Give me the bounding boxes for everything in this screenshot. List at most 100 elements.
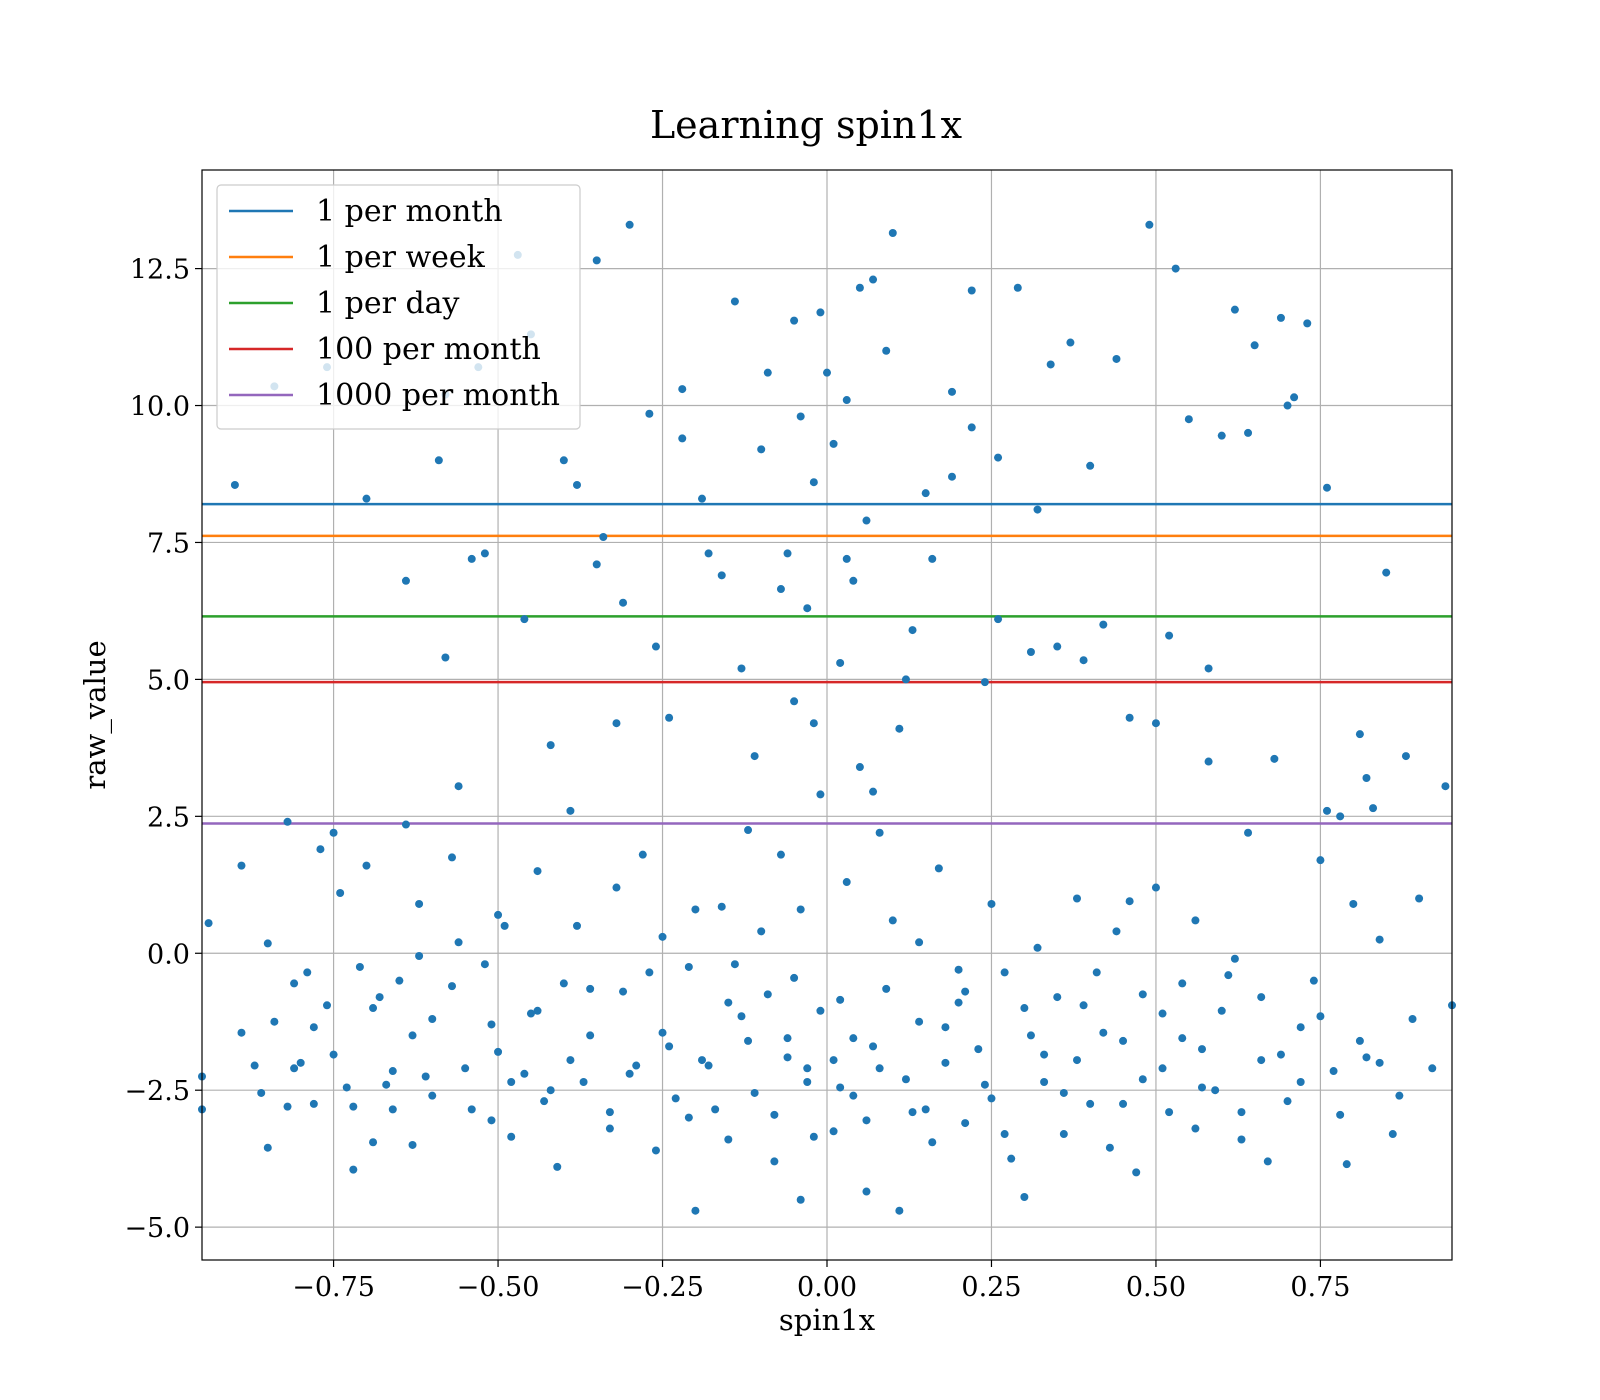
- scatter-point: [790, 973, 799, 982]
- scatter-point: [724, 1135, 733, 1144]
- scatter-point: [1178, 979, 1187, 988]
- scatter-point: [520, 1069, 529, 1078]
- scatter-point: [415, 952, 424, 961]
- scatter-point: [428, 1014, 437, 1023]
- scatter-point: [1283, 1097, 1292, 1106]
- scatter-point: [1408, 1014, 1417, 1023]
- scatter-point: [934, 864, 943, 873]
- scatter-point: [737, 1012, 746, 1021]
- scatter-point: [638, 850, 647, 859]
- scatter-point: [401, 820, 410, 829]
- x-tick-label: −0.50: [457, 1272, 540, 1303]
- scatter-point: [809, 478, 818, 487]
- scatter-point: [994, 453, 1003, 462]
- scatter-point: [586, 984, 595, 993]
- scatter-point: [434, 456, 443, 465]
- scatter-point: [1375, 935, 1384, 944]
- legend-entry-label: 100 per month: [316, 332, 541, 367]
- scatter-point: [1441, 782, 1450, 791]
- scatter-point: [915, 938, 924, 947]
- scatter-point: [605, 1124, 614, 1133]
- scatter-point: [619, 598, 628, 607]
- scatter-point: [1119, 1099, 1128, 1108]
- chart-title: Learning spin1x: [650, 103, 962, 147]
- scatter-point: [901, 675, 910, 684]
- scatter-point: [480, 549, 489, 558]
- y-tick-label: −5.0: [124, 1213, 190, 1244]
- scatter-point: [691, 1206, 700, 1215]
- scatter-point: [954, 998, 963, 1007]
- scatter-point: [678, 434, 687, 443]
- scatter-point: [645, 409, 654, 418]
- scatter-point: [730, 960, 739, 969]
- scatter-point: [1349, 899, 1358, 908]
- scatter-point: [974, 1045, 983, 1054]
- scatter-point: [290, 1064, 299, 1073]
- scatter-point: [500, 921, 509, 930]
- scatter-point: [724, 998, 733, 1007]
- scatter-point: [1230, 954, 1239, 963]
- scatter-point: [250, 1061, 259, 1070]
- scatter-point: [1007, 1154, 1016, 1163]
- scatter-point: [875, 1064, 884, 1073]
- scatter-point: [1244, 428, 1253, 437]
- scatter-point: [842, 878, 851, 887]
- scatter-point: [869, 787, 878, 796]
- scatter-point: [1073, 1056, 1081, 1065]
- legend-entry-label: 1 per week: [316, 240, 486, 275]
- scatter-point: [783, 549, 792, 558]
- scatter-point: [533, 867, 542, 876]
- scatter-point: [342, 1083, 351, 1092]
- scatter-point: [520, 615, 529, 624]
- scatter-point: [711, 1105, 720, 1114]
- scatter-point: [1086, 1099, 1095, 1108]
- scatter-point: [1059, 1088, 1068, 1097]
- scatter-point: [1040, 1050, 1049, 1059]
- scatter-point: [1026, 1031, 1035, 1040]
- scatter-point: [1079, 656, 1088, 665]
- scatter-point: [882, 346, 891, 355]
- legend: 1 per month 1 per week 1 per day 100 per mo…: [216, 184, 581, 430]
- scatter-point: [1316, 1012, 1325, 1021]
- scatter-point: [480, 960, 489, 969]
- scatter-point: [888, 228, 897, 237]
- scatter-point: [1230, 305, 1239, 314]
- scatter-point: [1158, 1064, 1167, 1073]
- scatter-point: [1323, 806, 1331, 815]
- scatter-point: [1198, 1083, 1206, 1092]
- scatter-point: [665, 713, 674, 722]
- scatter-point: [408, 1031, 417, 1040]
- scatter-point: [869, 1042, 878, 1051]
- scatter-point: [855, 763, 864, 772]
- scatter-point: [467, 1105, 476, 1114]
- scatter-point: [1388, 1130, 1397, 1139]
- scatter-point: [823, 368, 831, 377]
- scatter-point: [553, 1162, 562, 1171]
- scatter-point: [316, 845, 325, 854]
- scatter-point: [573, 921, 581, 930]
- scatter-point: [1237, 1135, 1246, 1144]
- y-tick-label: 5.0: [147, 665, 190, 696]
- scatter-point: [257, 1088, 266, 1097]
- scatter-point: [671, 1094, 680, 1103]
- scatter-point: [1342, 1160, 1351, 1169]
- scatter-point: [941, 1023, 950, 1032]
- scatter-point: [487, 1116, 496, 1125]
- scatter-point: [448, 982, 456, 991]
- scatter-point: [816, 308, 825, 317]
- scatter-point: [428, 1091, 437, 1100]
- scatter-point: [790, 316, 799, 325]
- scatter-point: [454, 782, 463, 791]
- scatter-point: [829, 1056, 838, 1065]
- scatter-point: [329, 1050, 338, 1059]
- scatter-point: [1237, 1108, 1246, 1117]
- grid-lines: [202, 170, 1452, 1260]
- scatter-point: [1033, 505, 1042, 514]
- scatter-point: [1355, 1036, 1364, 1045]
- scatter-point: [1079, 1001, 1088, 1010]
- scatter-point: [1073, 894, 1081, 903]
- scatter-point: [704, 549, 713, 558]
- scatter-point: [1276, 1050, 1285, 1059]
- scatter-point: [290, 979, 299, 988]
- scatter-point: [1296, 1077, 1305, 1086]
